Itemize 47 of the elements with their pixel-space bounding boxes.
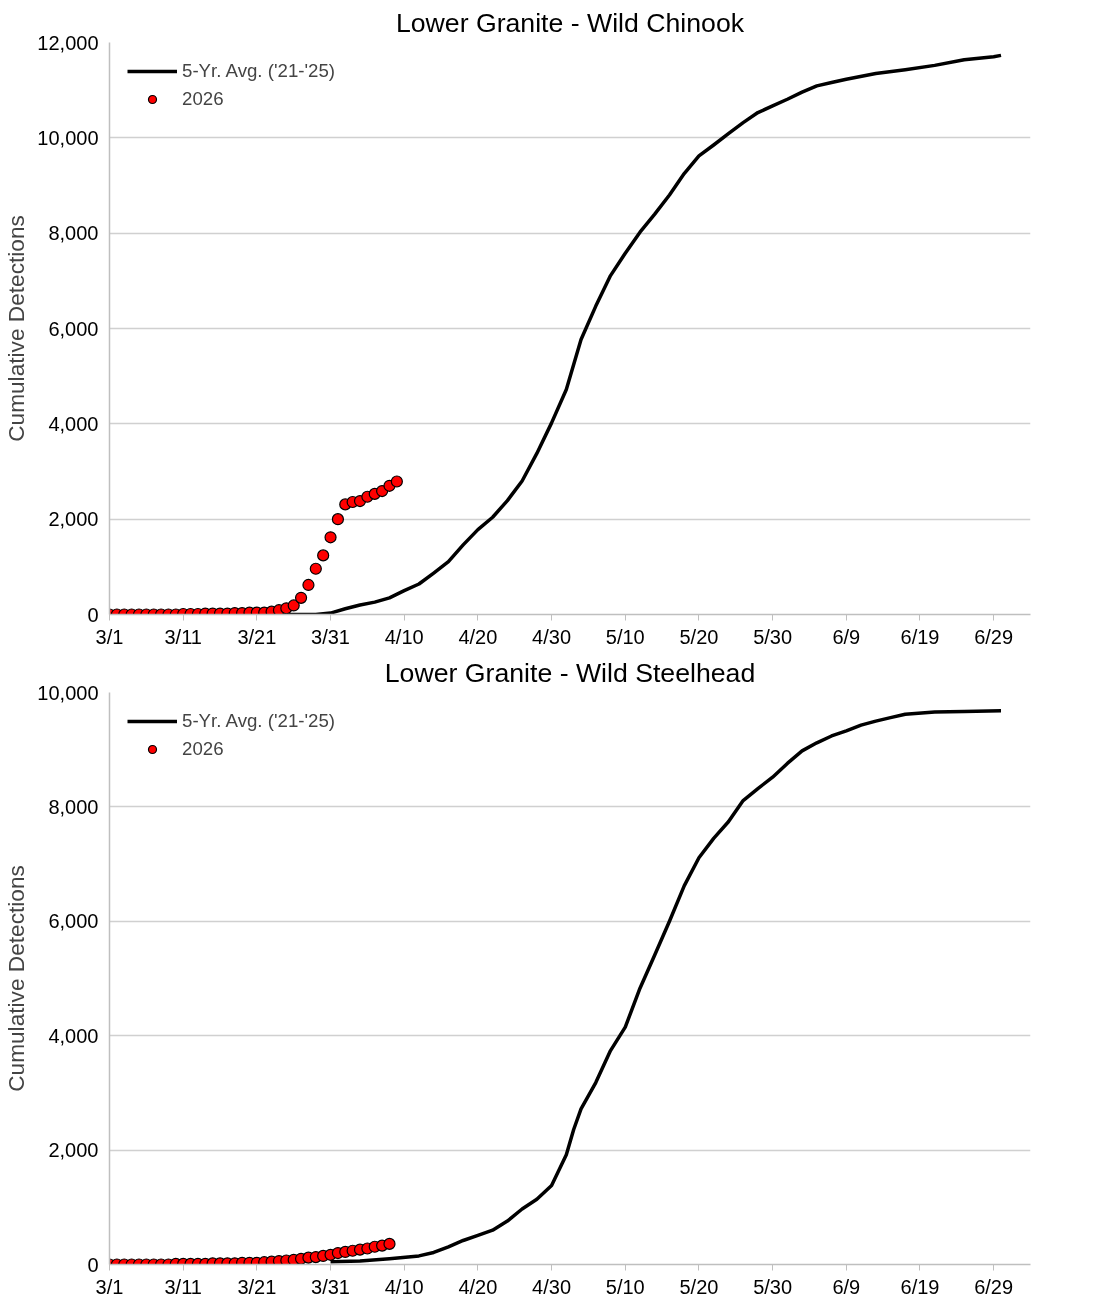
x-tick-label: 6/9 xyxy=(832,1275,861,1298)
x-tick-label: 6/29 xyxy=(974,1275,1014,1298)
y-tick-label: 4,000 xyxy=(48,1024,99,1047)
x-tick-label: 4/30 xyxy=(532,625,572,648)
x-tick-label: 3/1 xyxy=(95,625,124,648)
y-tick-label: 0 xyxy=(87,603,99,626)
x-tick-label: 3/31 xyxy=(311,625,351,648)
x-tick-label: 5/20 xyxy=(679,1275,719,1298)
y-tick-label: 10,000 xyxy=(37,126,99,149)
y-tick-label: 0 xyxy=(87,1253,99,1276)
x-tick-label: 4/10 xyxy=(384,625,424,648)
x-tick-label: 3/11 xyxy=(164,625,202,648)
y-tick-label: 8,000 xyxy=(48,795,99,818)
x-tick-label: 4/10 xyxy=(384,1275,424,1298)
y-tick-label: 6,000 xyxy=(48,910,99,933)
x-tick-label: 4/30 xyxy=(532,1275,572,1298)
x-tick-label: 6/19 xyxy=(900,1275,940,1298)
x-tick-label: 6/29 xyxy=(974,625,1014,648)
y-tick-label: 12,000 xyxy=(37,31,99,54)
y-tick-label: 6,000 xyxy=(48,317,99,340)
x-tick-label: 5/30 xyxy=(753,1275,793,1298)
chart-title: Lower Granite - Wild Chinook xyxy=(395,7,745,38)
x-tick-label: 3/1 xyxy=(95,1275,124,1298)
y-axis-title: Cumulative Detections xyxy=(3,215,30,442)
x-tick-label: 5/30 xyxy=(753,625,793,648)
legend-label: 2026 xyxy=(182,738,224,760)
legend-label: 5-Yr. Avg. ('21-'25) xyxy=(182,710,335,732)
y-axis-title: Cumulative Detections xyxy=(3,865,30,1092)
chart-title: Lower Granite - Wild Steelhead xyxy=(384,657,756,688)
x-tick-label: 3/21 xyxy=(237,1275,277,1298)
y-tick-label: 2,000 xyxy=(48,508,99,531)
y-tick-label: 4,000 xyxy=(48,412,99,435)
y-tick-label: 8,000 xyxy=(48,222,99,245)
x-tick-label: 4/20 xyxy=(458,625,498,648)
x-tick-label: 4/20 xyxy=(458,1275,498,1298)
x-tick-label: 3/31 xyxy=(311,1275,351,1298)
y-tick-label: 2,000 xyxy=(48,1139,99,1162)
x-tick-label: 5/20 xyxy=(679,625,719,648)
x-tick-label: 5/10 xyxy=(605,1275,645,1298)
legend-label: 2026 xyxy=(182,88,224,110)
y-tick-label: 10,000 xyxy=(37,681,99,704)
x-tick-label: 6/9 xyxy=(832,625,861,648)
x-tick-label: 6/19 xyxy=(900,625,940,648)
x-tick-label: 3/11 xyxy=(164,1275,202,1298)
legend-label: 5-Yr. Avg. ('21-'25) xyxy=(182,60,335,82)
x-tick-label: 5/10 xyxy=(605,625,645,648)
x-tick-label: 3/21 xyxy=(237,625,277,648)
